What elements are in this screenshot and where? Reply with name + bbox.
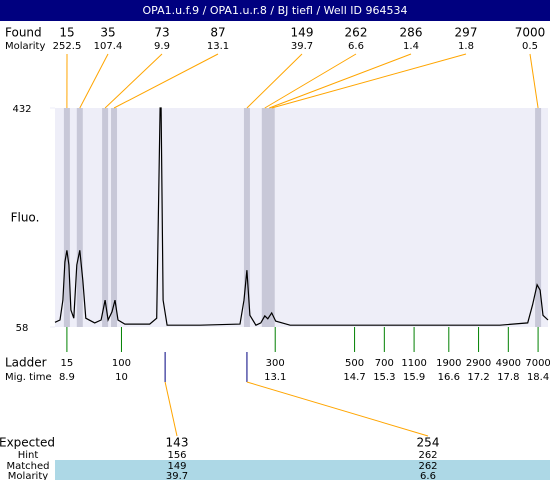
row-label: Hint — [18, 450, 39, 461]
ladder-size: 1100 — [401, 358, 426, 369]
peak-band — [111, 108, 118, 327]
row-label: Matched — [6, 461, 49, 472]
expected-molarity: 6.6 — [420, 471, 436, 480]
found-size: 149 — [291, 26, 314, 40]
ladder-size: 1900 — [436, 358, 461, 369]
found-molarity: 13.1 — [207, 41, 229, 52]
found-size: 7000 — [515, 26, 546, 40]
expected-molarity: 39.7 — [166, 471, 188, 480]
found-label: Found — [5, 26, 42, 40]
title-bar — [0, 0, 550, 21]
ladder-size: 700 — [375, 358, 394, 369]
found-molarity: 6.6 — [348, 41, 364, 52]
peak-band — [535, 108, 542, 327]
peak-band — [243, 108, 250, 327]
peak-band — [102, 108, 109, 327]
ladder-time: 8.9 — [59, 372, 75, 383]
mig-time-label: Mig. time — [5, 372, 52, 383]
ladder-size: 100 — [112, 358, 131, 369]
found-size: 262 — [345, 26, 368, 40]
peak-band — [261, 108, 268, 327]
peak-band — [76, 108, 83, 327]
found-molarity: 0.5 — [522, 41, 538, 52]
peak-connector — [104, 53, 163, 109]
ladder-label: Ladder — [5, 356, 47, 370]
found-molarity: 107.4 — [94, 41, 123, 52]
peak-connector — [271, 53, 467, 109]
expected-connector — [246, 381, 429, 437]
ladder-time: 10 — [115, 372, 128, 383]
ladder-time: 16.6 — [438, 372, 460, 383]
peak-connector — [264, 53, 357, 109]
peak-connector — [269, 53, 412, 109]
expected-hint: 156 — [167, 450, 186, 461]
title: OPA1.u.f.9 / OPA1.u.r.8 / BJ tiefl / Wel… — [143, 4, 408, 17]
row-label: Molarity — [8, 471, 48, 480]
found-molarity: 1.8 — [458, 41, 474, 52]
peak-band — [63, 108, 70, 327]
row-label: Expected — [0, 436, 55, 450]
found-molarity: 39.7 — [291, 41, 313, 52]
expected-matched: 262 — [418, 461, 437, 472]
ladder-size: 2900 — [466, 358, 491, 369]
y-tick-label: 432 — [12, 104, 31, 115]
found-molarity: 9.9 — [154, 41, 170, 52]
y-axis-label: Fluo. — [11, 211, 40, 225]
peak-connector — [113, 53, 219, 109]
ladder-time: 17.8 — [497, 372, 519, 383]
expected-matched: 149 — [167, 461, 186, 472]
peak-connector — [79, 53, 109, 109]
found-molarity: 252.5 — [53, 41, 82, 52]
expected-hint: 262 — [418, 450, 437, 461]
y-tick-label: 58 — [16, 323, 29, 334]
found-molarity: 1.4 — [403, 41, 419, 52]
ladder-size: 7000 — [525, 358, 550, 369]
found-size: 15 — [59, 26, 74, 40]
expected-expected: 143 — [166, 436, 189, 450]
found-size: 35 — [100, 26, 115, 40]
expected-connector — [164, 381, 178, 437]
peak-band — [268, 108, 275, 327]
expected-expected: 254 — [417, 436, 440, 450]
matched-band — [55, 460, 550, 480]
ladder-size: 500 — [345, 358, 364, 369]
ladder-time: 18.4 — [527, 372, 549, 383]
ladder-size: 300 — [266, 358, 285, 369]
molarity-label: Molarity — [5, 41, 45, 52]
found-size: 73 — [154, 26, 169, 40]
ladder-size: 15 — [61, 358, 74, 369]
found-size: 286 — [400, 26, 423, 40]
found-size: 87 — [210, 26, 225, 40]
ladder-time: 14.7 — [343, 372, 365, 383]
ladder-time: 17.2 — [467, 372, 489, 383]
ladder-time: 13.1 — [264, 372, 286, 383]
ladder-time: 15.9 — [403, 372, 425, 383]
trace — [54, 107, 549, 326]
found-size: 297 — [455, 26, 478, 40]
ladder-size: 4900 — [496, 358, 521, 369]
peak-connector — [529, 53, 539, 109]
peak-connector — [246, 53, 303, 109]
plot-area — [55, 108, 548, 327]
ladder-time: 15.3 — [373, 372, 395, 383]
